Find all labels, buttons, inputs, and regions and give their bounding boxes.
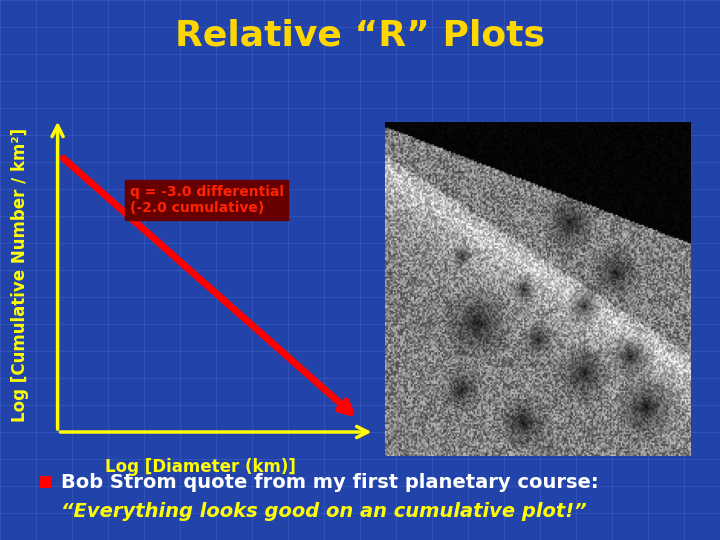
Text: q = -3.0 differential
(-2.0 cumulative): q = -3.0 differential (-2.0 cumulative): [130, 185, 284, 215]
Bar: [40, 476, 50, 488]
Text: “Everything looks good on an cumulative plot!”: “Everything looks good on an cumulative …: [61, 502, 587, 521]
Text: Log [Diameter (km)]: Log [Diameter (km)]: [104, 458, 296, 476]
Text: Log [Cumulative Number / km²]: Log [Cumulative Number / km²]: [11, 129, 30, 422]
Text: Relative “R” Plots: Relative “R” Plots: [175, 18, 545, 52]
Text: Bob Strom quote from my first planetary course:: Bob Strom quote from my first planetary …: [61, 472, 599, 491]
